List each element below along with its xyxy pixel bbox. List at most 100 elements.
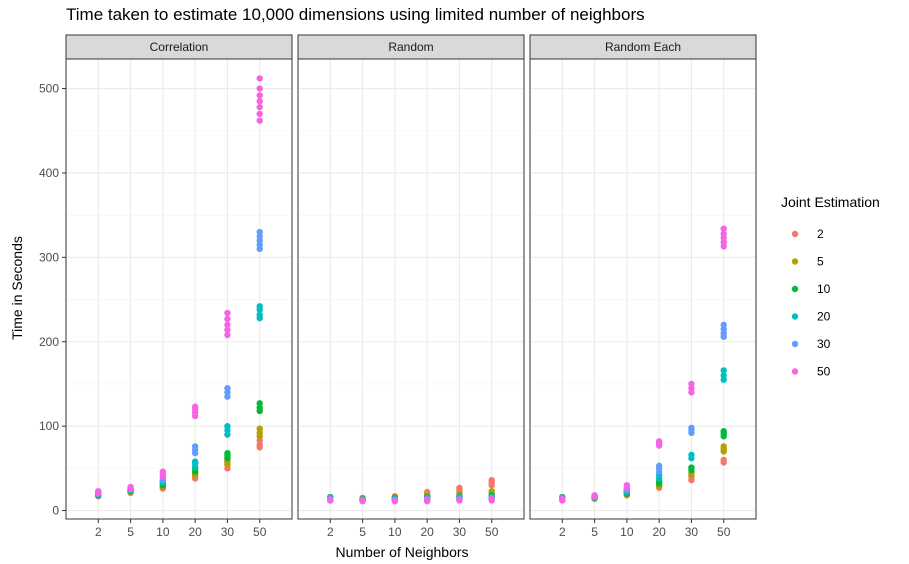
data-point — [256, 117, 263, 124]
data-point — [191, 443, 199, 450]
data-point — [224, 422, 231, 430]
data-point — [224, 326, 231, 334]
data-point — [655, 462, 663, 470]
panel-border — [65, 58, 293, 520]
data-point — [488, 476, 495, 484]
x-tick-label: 20 — [420, 525, 434, 539]
data-point — [256, 425, 263, 432]
data-point — [591, 492, 598, 499]
data-point — [559, 495, 566, 502]
data-point — [327, 496, 334, 503]
data-point — [256, 103, 263, 111]
legend-key — [791, 285, 799, 293]
data-point — [456, 496, 463, 503]
x-tick-label: 5 — [591, 525, 598, 539]
data-point — [720, 321, 727, 329]
x-tick-label: 50 — [485, 525, 499, 539]
legend-key — [791, 340, 799, 348]
y-tick-label: 300 — [39, 250, 59, 264]
facet-strip — [297, 34, 525, 60]
panel-border — [529, 58, 757, 520]
legend-key — [791, 368, 799, 375]
data-point — [224, 384, 231, 392]
data-point — [224, 331, 231, 339]
y-tick-label: 200 — [39, 335, 59, 349]
x-tick-label: 20 — [188, 525, 202, 539]
panel-border — [297, 58, 525, 520]
data-point — [720, 443, 727, 450]
data-point — [720, 230, 727, 237]
y-axis: 0 100 200 300 400 500 — [39, 82, 66, 518]
x-tick-label: 10 — [388, 525, 402, 539]
data-point — [159, 468, 167, 475]
data-point — [191, 458, 199, 465]
data-point — [720, 225, 727, 232]
legend: Joint Estimation 2 5 10 20 30 50 — [781, 194, 880, 379]
data-point — [256, 303, 263, 310]
data-point — [256, 98, 263, 105]
legend-key — [791, 313, 799, 320]
y-tick-label: 500 — [39, 82, 59, 96]
x-tick-label: 50 — [717, 525, 731, 539]
x-tick-label: 50 — [253, 525, 267, 539]
data-point — [256, 110, 263, 118]
panel-background — [530, 59, 756, 519]
x-tick-label: 2 — [559, 525, 566, 539]
facet-panel: Correlation 2 5 10 20 30 50 — [65, 34, 293, 539]
data-point — [224, 309, 231, 317]
x-tick-label: 20 — [652, 525, 666, 539]
legend-label: 30 — [817, 337, 831, 351]
panel-background — [66, 59, 292, 519]
legend-key — [791, 258, 799, 265]
data-point — [655, 438, 663, 445]
data-point — [720, 456, 727, 464]
data-point — [191, 403, 199, 410]
data-point — [256, 85, 263, 92]
x-tick-label: 30 — [221, 525, 235, 539]
x-tick-label: 10 — [156, 525, 170, 539]
facet-panel: Random 2 5 10 20 30 50 — [297, 34, 525, 539]
data-point — [720, 372, 727, 379]
data-point — [688, 380, 695, 388]
facet-strip-label: Random Each — [605, 40, 681, 54]
y-tick-label: 400 — [39, 166, 59, 180]
legend-title: Joint Estimation — [781, 194, 880, 210]
data-point — [423, 496, 431, 503]
legend-key — [791, 230, 799, 238]
legend-label: 5 — [817, 255, 824, 269]
data-point — [95, 487, 102, 495]
data-point — [623, 482, 631, 489]
data-point — [688, 464, 695, 471]
data-point — [456, 484, 463, 491]
facet-panel: Random Each 2 5 10 20 30 50 — [529, 34, 757, 539]
x-tick-label: 5 — [127, 525, 134, 539]
facet-strip-label: Random — [388, 40, 433, 54]
data-point — [256, 228, 263, 236]
data-point — [224, 321, 231, 329]
x-tick-label: 2 — [327, 525, 334, 539]
data-point — [488, 495, 495, 502]
data-point — [224, 449, 231, 457]
x-tick-label: 10 — [620, 525, 634, 539]
chart-title: Time taken to estimate 10,000 dimensions… — [66, 5, 645, 24]
data-point — [256, 75, 263, 82]
data-point — [391, 497, 399, 504]
legend-label: 50 — [817, 365, 831, 379]
x-axis-title: Number of Neighbors — [335, 544, 468, 560]
data-point — [359, 497, 366, 504]
data-point — [720, 367, 727, 374]
data-point — [256, 400, 263, 407]
legend-label: 20 — [817, 310, 831, 324]
legend-label: 2 — [817, 227, 824, 241]
x-tick-label: 5 — [359, 525, 366, 539]
y-tick-label: 0 — [52, 504, 59, 518]
facet-strip-label: Correlation — [150, 40, 209, 54]
data-point — [256, 311, 263, 318]
x-tick-label: 30 — [453, 525, 467, 539]
panel-background — [298, 59, 524, 519]
data-point — [720, 428, 727, 435]
data-point — [688, 424, 695, 432]
data-point — [688, 451, 695, 459]
